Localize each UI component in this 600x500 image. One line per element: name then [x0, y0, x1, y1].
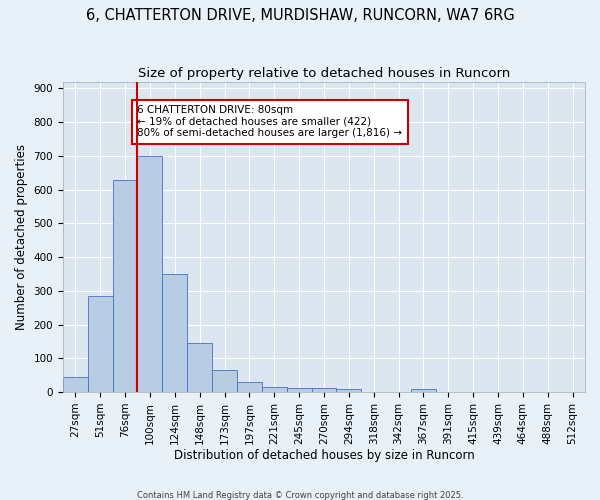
- Bar: [287, 388, 311, 392]
- Bar: [63, 377, 88, 392]
- X-axis label: Distribution of detached houses by size in Runcorn: Distribution of detached houses by size …: [173, 450, 475, 462]
- Text: 6 CHATTERTON DRIVE: 80sqm
← 19% of detached houses are smaller (422)
80% of semi: 6 CHATTERTON DRIVE: 80sqm ← 19% of detac…: [137, 106, 403, 138]
- Title: Size of property relative to detached houses in Runcorn: Size of property relative to detached ho…: [138, 68, 510, 80]
- Text: Contains HM Land Registry data © Crown copyright and database right 2025.: Contains HM Land Registry data © Crown c…: [137, 490, 463, 500]
- Bar: [411, 390, 436, 392]
- Bar: [113, 180, 137, 392]
- Bar: [163, 274, 187, 392]
- Bar: [137, 156, 163, 392]
- Bar: [262, 387, 287, 392]
- Y-axis label: Number of detached properties: Number of detached properties: [15, 144, 28, 330]
- Bar: [337, 388, 361, 392]
- Text: 6, CHATTERTON DRIVE, MURDISHAW, RUNCORN, WA7 6RG: 6, CHATTERTON DRIVE, MURDISHAW, RUNCORN,…: [86, 8, 514, 22]
- Bar: [212, 370, 237, 392]
- Bar: [237, 382, 262, 392]
- Bar: [88, 296, 113, 392]
- Bar: [187, 343, 212, 392]
- Bar: [311, 388, 337, 392]
